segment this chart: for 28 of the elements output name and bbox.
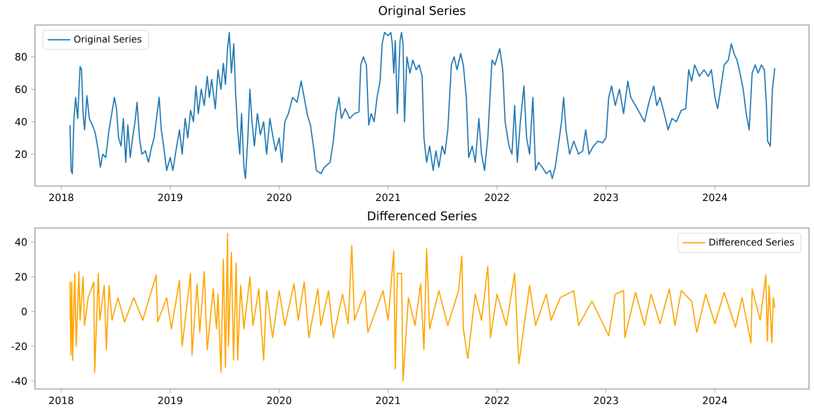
x-tick-label: 2024 [702, 194, 728, 202]
x-tick-label: 2023 [594, 194, 618, 202]
x-tick-label: 2018 [49, 194, 74, 202]
chart-title: Differenced Series [368, 211, 477, 221]
y-tick-label: -20 [12, 342, 27, 350]
x-tick-label: 2024 [702, 396, 728, 404]
y-tick-label: 20 [15, 273, 27, 281]
x-tick-label: 2020 [267, 194, 292, 202]
x-tick-label: 2018 [49, 396, 74, 404]
line-series [69, 32, 776, 180]
x-tick-label: 2019 [158, 194, 182, 202]
legend-label: Original Series [74, 36, 142, 45]
x-tick-label: 2022 [485, 396, 509, 404]
x-tick-label: 2021 [376, 396, 400, 404]
y-tick-label: 40 [15, 118, 27, 126]
x-tick-label: 2023 [594, 396, 618, 404]
y-tick-label: 20 [15, 150, 27, 158]
y-tick-label: 0 [22, 308, 27, 316]
y-tick-label: 60 [15, 86, 27, 94]
x-tick-label: 2020 [267, 396, 292, 404]
x-tick-label: 2022 [485, 194, 509, 202]
y-tick-label: 80 [15, 53, 27, 61]
y-tick-label: -40 [12, 377, 27, 386]
legend-label: Differenced Series [710, 238, 794, 246]
x-tick-label: 2021 [376, 194, 400, 202]
x-tick-label: 2019 [158, 396, 182, 404]
y-tick-label: 40 [15, 238, 27, 246]
chart-title: Original Series [378, 6, 466, 18]
